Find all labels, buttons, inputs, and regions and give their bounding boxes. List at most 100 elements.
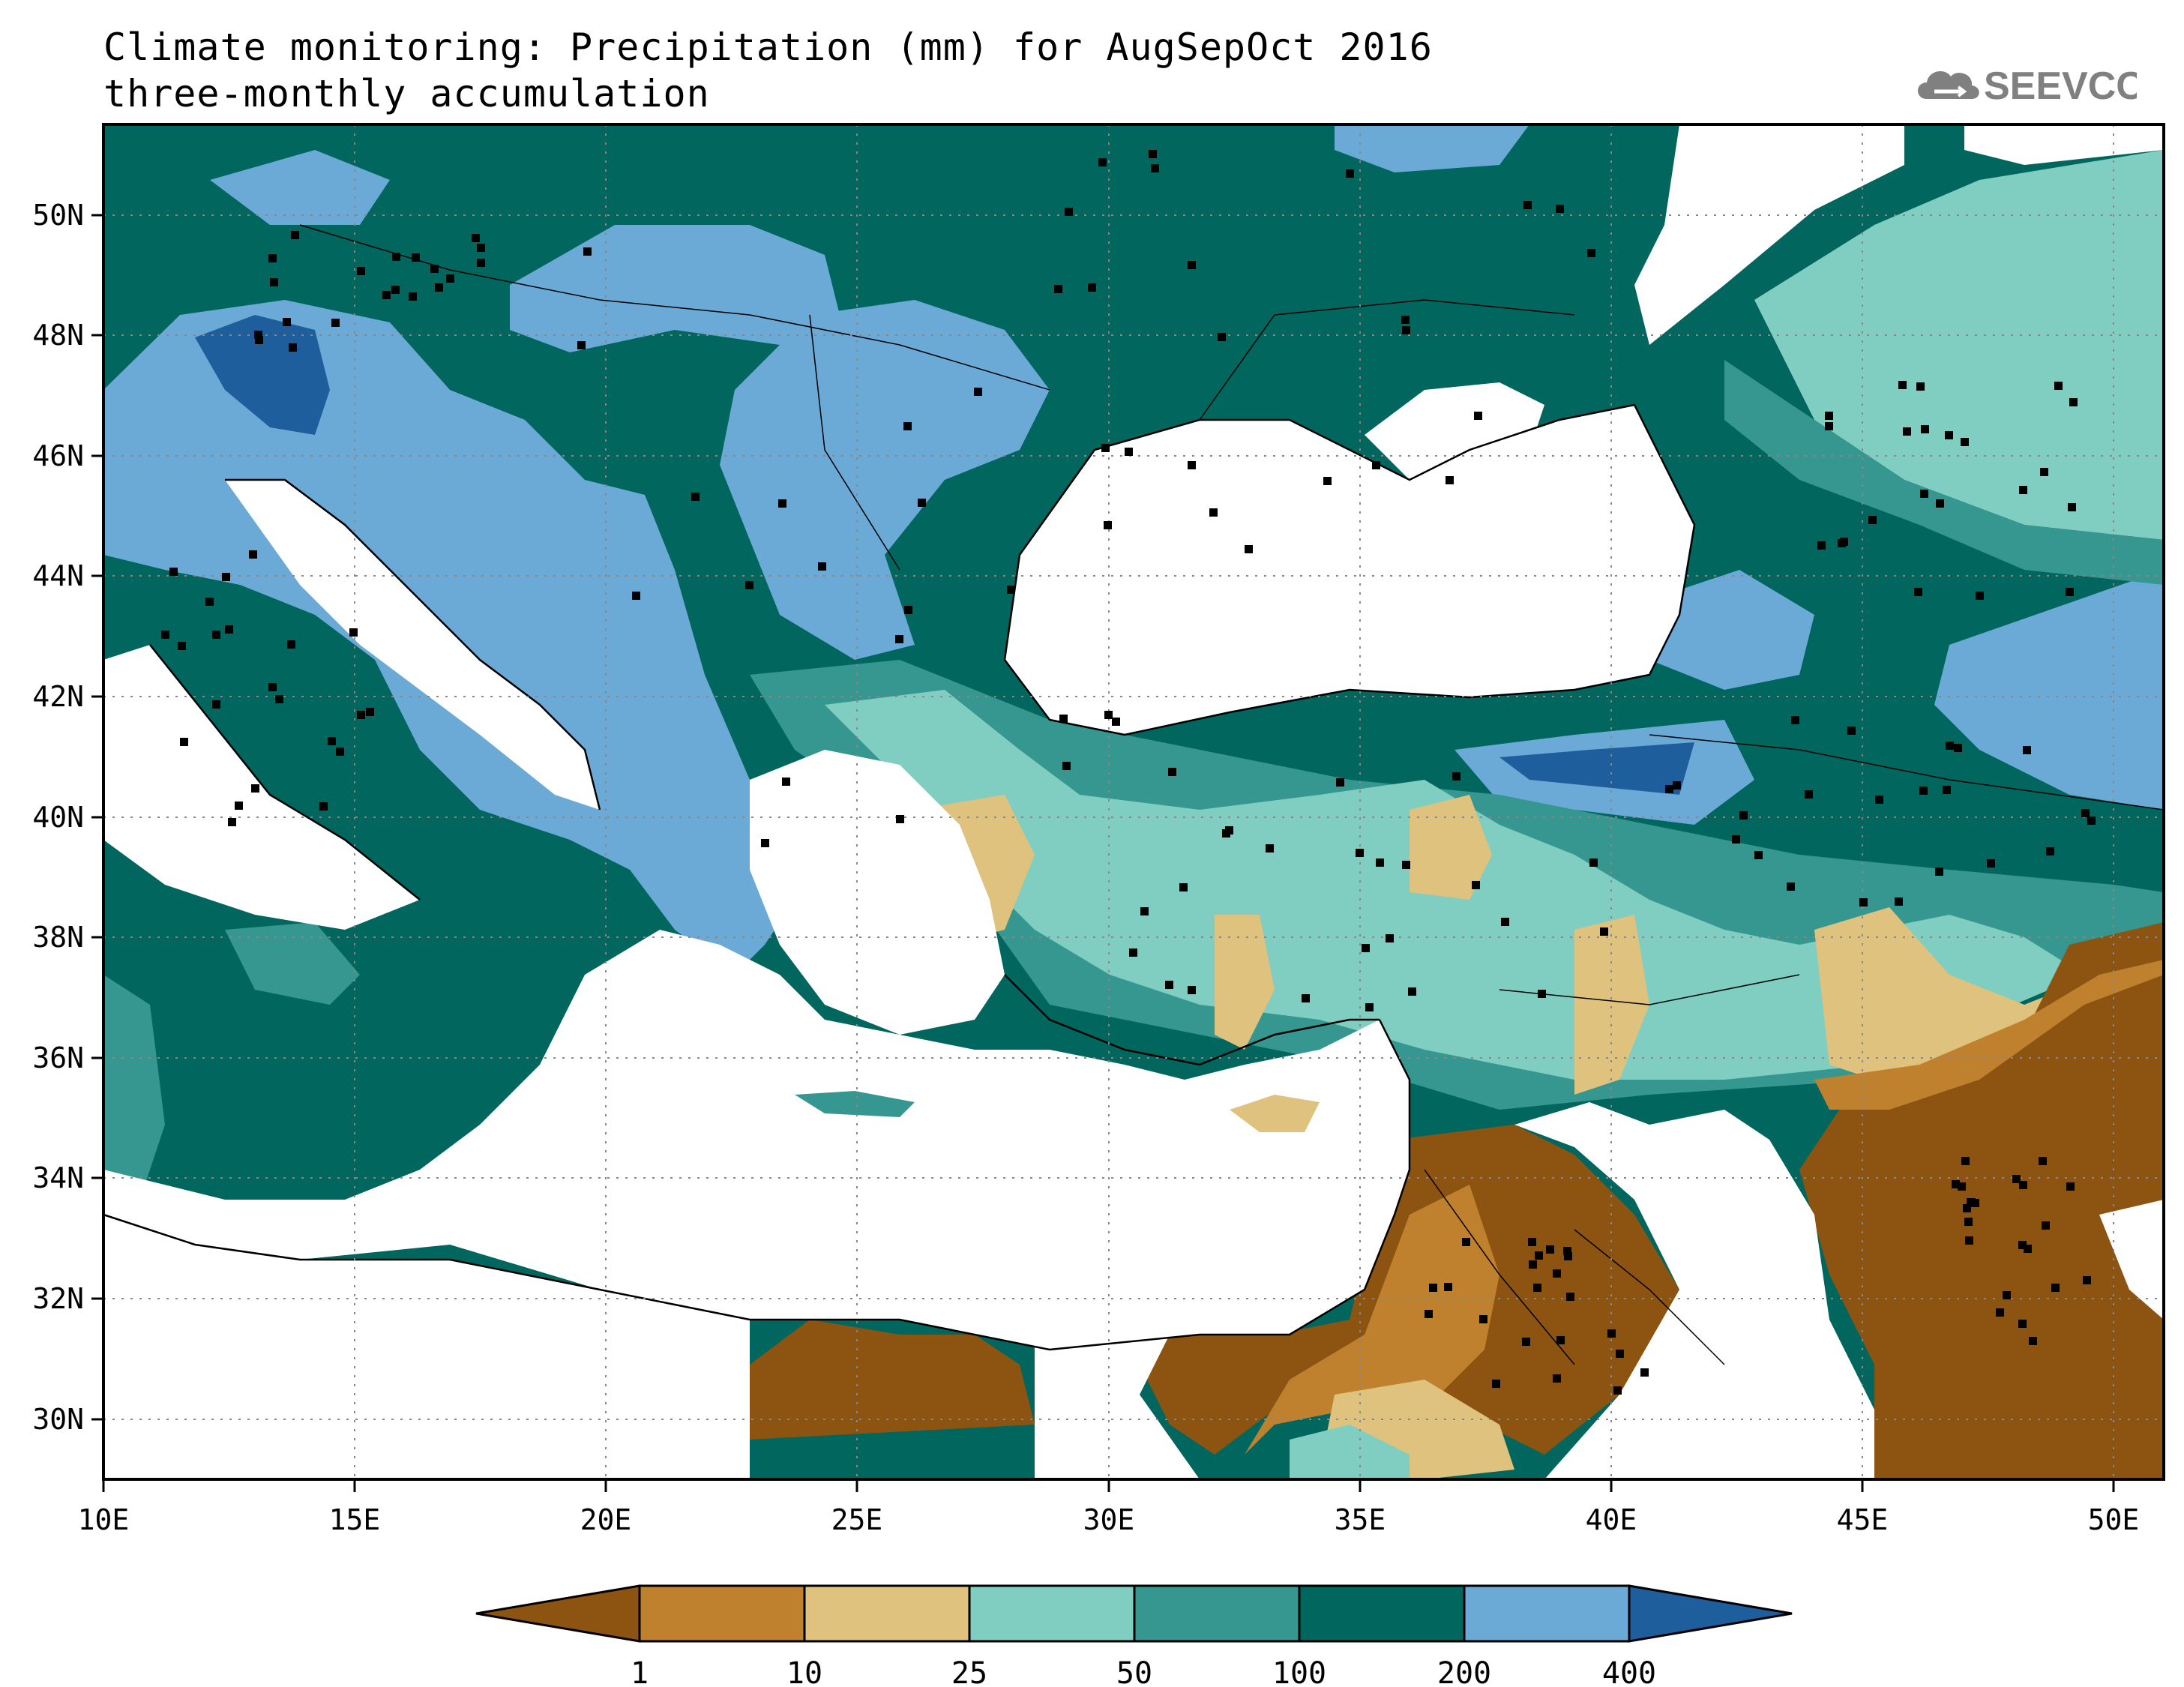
station-marker [1401, 316, 1410, 324]
station-marker [1007, 586, 1015, 594]
station-marker [2069, 398, 2078, 406]
region-blue-caucasus [1649, 570, 1814, 690]
region-lightdry-central1 [1215, 915, 1275, 1050]
station-marker [1640, 1368, 1649, 1377]
y-label-30N: 30N [32, 1403, 84, 1436]
station-marker [254, 331, 262, 339]
station-marker [1129, 948, 1137, 957]
station-marker [691, 493, 700, 501]
station-marker [328, 737, 336, 745]
station-marker [178, 642, 186, 650]
station-marker [1479, 1315, 1487, 1323]
station-marker [1600, 927, 1608, 936]
station-marker [268, 254, 277, 262]
station-marker [1179, 883, 1188, 891]
map-field [103, 124, 2164, 1479]
station-marker [1964, 1218, 1973, 1226]
station-marker [1356, 849, 1364, 857]
station-marker [1362, 944, 1370, 952]
station-marker [291, 231, 299, 239]
station-marker [1943, 786, 1951, 794]
border-lines [299, 224, 2164, 1365]
station-marker [1529, 1260, 1537, 1269]
colorbar-label-50: 50 [1116, 1656, 1152, 1687]
station-marker [1218, 333, 1226, 341]
y-label-44N: 44N [32, 559, 84, 592]
aegean-sea [750, 750, 1005, 1035]
station-marker [782, 778, 790, 786]
station-marker [2068, 503, 2076, 511]
colorbar-segment-100-200 [1298, 1584, 1466, 1643]
colorbar-label-25: 25 [951, 1656, 987, 1687]
station-marker [1188, 261, 1196, 269]
station-marker [169, 568, 178, 576]
station-marker [382, 291, 391, 299]
station-marker [222, 573, 230, 581]
station-marker [2018, 1241, 2027, 1249]
x-label-15E: 15E [329, 1503, 381, 1536]
station-marker [1895, 897, 1903, 906]
region-lightdry-central2 [1410, 795, 1492, 900]
nodata-east [2099, 1200, 2164, 1320]
station-marker [1528, 1238, 1536, 1246]
station-marker [1589, 858, 1598, 867]
station-marker [1472, 881, 1480, 889]
station-marker [1665, 785, 1673, 793]
station-marker [2087, 817, 2096, 825]
station-marker [289, 343, 297, 352]
station-marker [1958, 1182, 1966, 1191]
station-marker [1935, 867, 1943, 876]
station-marker [1245, 545, 1253, 553]
station-marker [331, 319, 340, 327]
region-teal-sicily [225, 922, 360, 1005]
station-marker [1987, 859, 1995, 867]
station-marker [2003, 1291, 2011, 1299]
x-label-10E: 10E [78, 1503, 130, 1536]
station-marker [336, 748, 344, 756]
station-marker [1817, 541, 1826, 550]
colorbar-label-10: 10 [786, 1656, 822, 1687]
station-marker [1151, 164, 1159, 172]
station-marker [2066, 1182, 2075, 1191]
region-darkblue-turkey-north [1499, 742, 1694, 795]
station-marker [1165, 981, 1173, 989]
nodata-saudi [1514, 1102, 1874, 1479]
station-marker [212, 700, 220, 709]
y-label-32N: 32N [32, 1282, 84, 1315]
station-marker [1533, 1284, 1541, 1292]
grid [103, 124, 2164, 1479]
station-marker [2039, 1157, 2047, 1165]
station-marker [1088, 283, 1096, 292]
station-marker [319, 802, 328, 811]
station-marker [391, 286, 400, 294]
station-marker [1376, 858, 1384, 867]
region-lightdry-east [1814, 907, 2164, 1095]
region-teal-west [103, 975, 165, 1215]
y-label-50N: 50N [32, 199, 84, 232]
station-marker [2066, 588, 2074, 596]
station-marker [1168, 768, 1176, 776]
station-marker [1501, 918, 1509, 926]
station-marker [1916, 382, 1925, 391]
station-marker [446, 274, 454, 283]
y-label-38N: 38N [32, 921, 84, 954]
station-marker [1967, 1198, 1975, 1206]
station-marker [1323, 477, 1332, 485]
x-label-25E: 25E [831, 1503, 883, 1536]
station-marker [1566, 1293, 1574, 1301]
y-label-34N: 34N [32, 1161, 84, 1194]
station-marker [349, 628, 358, 637]
station-marker [1898, 381, 1907, 389]
tyrrhenian-sea [103, 645, 420, 930]
station-marker [2024, 1245, 2032, 1253]
region-verydry-libya [750, 1320, 1035, 1440]
station-marker [1563, 1247, 1571, 1255]
station-marker [761, 839, 769, 847]
region-verydry-iraq [1799, 922, 2164, 1479]
station-marker [583, 247, 592, 256]
station-marker [1372, 461, 1380, 469]
station-marker [2054, 382, 2063, 390]
station-marker [205, 598, 214, 606]
station-marker [1062, 762, 1071, 770]
station-marker [1492, 1380, 1500, 1388]
